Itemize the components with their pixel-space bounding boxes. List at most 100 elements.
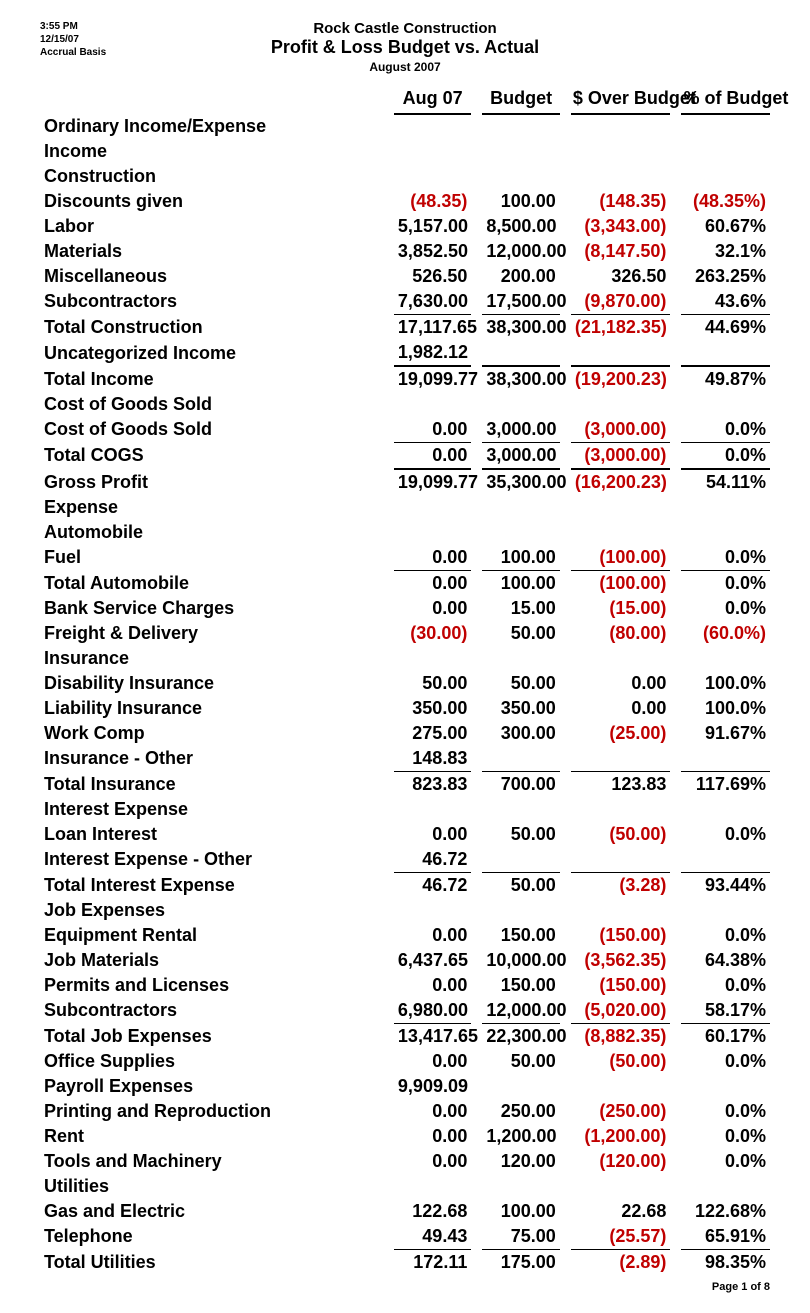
table-row: Loan Interest0.0050.00(50.00)0.0% xyxy=(40,822,770,847)
table-row: Expense xyxy=(40,495,770,520)
cell-value xyxy=(571,898,671,923)
row-label: Office Supplies xyxy=(40,1049,383,1074)
row-label: Subcontractors xyxy=(40,998,383,1024)
cell-value: (50.00) xyxy=(571,1049,671,1074)
company-name: Rock Castle Construction xyxy=(40,20,770,37)
cell-value: 0.00 xyxy=(394,1149,471,1174)
cell-value: (21,182.35) xyxy=(571,315,671,341)
table-row: Automobile xyxy=(40,520,770,545)
cell-value: (30.00) xyxy=(394,621,471,646)
cell-value: 19,099.77 xyxy=(394,366,471,392)
cell-value: 0.00 xyxy=(571,671,671,696)
report-table: Aug 07 Budget $ Over Budget % of Budget … xyxy=(40,84,770,1275)
cell-value: (15.00) xyxy=(571,596,671,621)
cell-value xyxy=(571,1074,671,1099)
row-label: Insurance xyxy=(40,646,383,671)
table-row: Equipment Rental0.00150.00(150.00)0.0% xyxy=(40,923,770,948)
cell-value: (100.00) xyxy=(571,571,671,597)
cell-value xyxy=(394,495,471,520)
col-header-pct: % of Budget xyxy=(681,84,770,114)
cell-value: (50.00) xyxy=(571,822,671,847)
cell-value: 0.0% xyxy=(681,822,770,847)
cell-value: (48.35) xyxy=(394,189,471,214)
cell-value: 700.00 xyxy=(482,772,559,798)
cell-value xyxy=(681,1174,770,1199)
cell-value xyxy=(482,340,559,366)
cell-value: 350.00 xyxy=(394,696,471,721)
cell-value: 3,000.00 xyxy=(482,443,559,470)
cell-value: 250.00 xyxy=(482,1099,559,1124)
cell-value: 120.00 xyxy=(482,1149,559,1174)
cell-value xyxy=(681,797,770,822)
cell-value: 50.00 xyxy=(482,1049,559,1074)
table-row: Office Supplies0.0050.00(50.00)0.0% xyxy=(40,1049,770,1074)
table-row: Interest Expense xyxy=(40,797,770,822)
table-row: Gas and Electric122.68100.0022.68122.68% xyxy=(40,1199,770,1224)
cell-value: 50.00 xyxy=(482,621,559,646)
cell-value: 172.11 xyxy=(394,1250,471,1276)
cell-value: 326.50 xyxy=(571,264,671,289)
table-row: Bank Service Charges0.0015.00(15.00)0.0% xyxy=(40,596,770,621)
cell-value: 100.00 xyxy=(482,189,559,214)
cell-value: 22.68 xyxy=(571,1199,671,1224)
row-label: Telephone xyxy=(40,1224,383,1250)
cell-value xyxy=(681,392,770,417)
cell-value: 0.0% xyxy=(681,596,770,621)
row-label: Printing and Reproduction xyxy=(40,1099,383,1124)
table-row: Cost of Goods Sold0.003,000.00(3,000.00)… xyxy=(40,417,770,443)
cell-value xyxy=(681,520,770,545)
cell-value xyxy=(681,847,770,873)
table-row: Total COGS0.003,000.00(3,000.00)0.0% xyxy=(40,443,770,470)
cell-value: 0.0% xyxy=(681,1049,770,1074)
cell-value xyxy=(394,139,471,164)
cell-value: (148.35) xyxy=(571,189,671,214)
cell-value: (100.00) xyxy=(571,545,671,571)
cell-value: 148.83 xyxy=(394,746,471,772)
row-label: Utilities xyxy=(40,1174,383,1199)
cell-value: 46.72 xyxy=(394,847,471,873)
row-label: Total Income xyxy=(40,366,383,392)
cell-value xyxy=(571,340,671,366)
cell-value xyxy=(482,646,559,671)
cell-value: 15.00 xyxy=(482,596,559,621)
cell-value: 44.69% xyxy=(681,315,770,341)
cell-value: 300.00 xyxy=(482,721,559,746)
cell-value xyxy=(482,1074,559,1099)
row-label: Disability Insurance xyxy=(40,671,383,696)
cell-value: 12,000.00 xyxy=(482,998,559,1024)
row-label: Labor xyxy=(40,214,383,239)
cell-value xyxy=(482,1174,559,1199)
cell-value xyxy=(482,746,559,772)
cell-value xyxy=(571,139,671,164)
cell-value: 150.00 xyxy=(482,973,559,998)
cell-value xyxy=(394,898,471,923)
cell-value: (8,147.50) xyxy=(571,239,671,264)
page-footer: Page 1 of 8 xyxy=(40,1281,770,1293)
row-label: Interest Expense - Other xyxy=(40,847,383,873)
cell-value: 823.83 xyxy=(394,772,471,798)
table-row: Insurance xyxy=(40,646,770,671)
table-row: Total Construction17,117.6538,300.00(21,… xyxy=(40,315,770,341)
cell-value: 58.17% xyxy=(681,998,770,1024)
cell-value xyxy=(482,495,559,520)
row-label: Total Utilities xyxy=(40,1250,383,1276)
row-label: Subcontractors xyxy=(40,289,383,315)
table-row: Labor5,157.008,500.00(3,343.00)60.67% xyxy=(40,214,770,239)
cell-value xyxy=(482,898,559,923)
cell-value: 50.00 xyxy=(482,873,559,899)
cell-value: 50.00 xyxy=(482,822,559,847)
cell-value xyxy=(482,139,559,164)
table-row: Ordinary Income/Expense xyxy=(40,114,770,139)
cell-value xyxy=(571,797,671,822)
cell-value xyxy=(681,495,770,520)
cell-value: 0.00 xyxy=(394,1099,471,1124)
table-row: Total Job Expenses13,417.6522,300.00(8,8… xyxy=(40,1024,770,1050)
table-row: Disability Insurance50.0050.000.00100.0% xyxy=(40,671,770,696)
table-row: Income xyxy=(40,139,770,164)
cell-value: (1,200.00) xyxy=(571,1124,671,1149)
cell-value: (3,000.00) xyxy=(571,443,671,470)
cell-value xyxy=(681,746,770,772)
row-label: Work Comp xyxy=(40,721,383,746)
cell-value: 12,000.00 xyxy=(482,239,559,264)
table-row: Freight & Delivery(30.00)50.00(80.00)(60… xyxy=(40,621,770,646)
